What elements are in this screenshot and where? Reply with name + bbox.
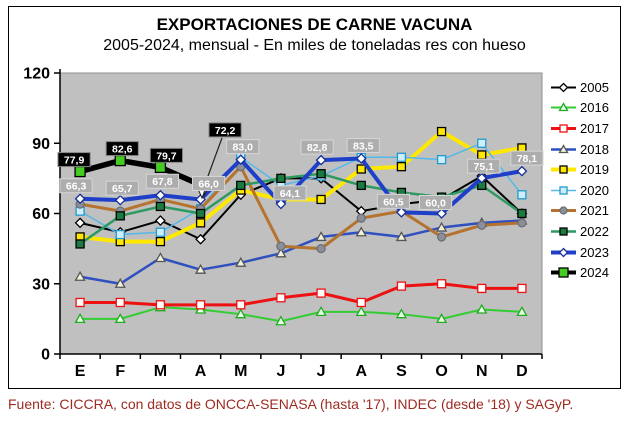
data-label: 83,5 bbox=[353, 140, 374, 152]
legend-item-2022: 2022 bbox=[550, 221, 618, 242]
x-tick-label: E bbox=[75, 363, 86, 380]
legend-marker-icon-2019 bbox=[551, 165, 576, 174]
data-label: 72,2 bbox=[215, 125, 236, 137]
legend-label: 2005 bbox=[580, 79, 609, 95]
legend-label: 2021 bbox=[580, 203, 609, 219]
x-tick-label: N bbox=[476, 363, 488, 380]
legend-marker-icon-2020 bbox=[551, 186, 576, 195]
data-label: 64,1 bbox=[280, 188, 301, 200]
x-tick-label: O bbox=[435, 363, 447, 380]
data-label: 60,5 bbox=[383, 196, 404, 208]
x-tick-label: M bbox=[234, 363, 247, 380]
y-tick-label: 90 bbox=[32, 136, 50, 153]
series-2024-labels: 77,9 82,6 79,7 72,2 bbox=[57, 122, 242, 168]
series-2017 bbox=[75, 279, 527, 310]
data-label: 60,0 bbox=[425, 198, 446, 210]
legend-marker-icon-2017 bbox=[551, 124, 576, 133]
data-label: 79,7 bbox=[156, 150, 177, 162]
series-2023-labels: 66,3 65,7 67,8 66,0 83,0 64,1 82,8 83,5 60,5 60,0… bbox=[59, 137, 544, 210]
x-tick-label: J bbox=[276, 363, 285, 380]
data-label: 78,1 bbox=[517, 153, 538, 165]
legend-item-2019: 2019 bbox=[550, 159, 618, 180]
data-label: 82,6 bbox=[112, 144, 133, 156]
x-tick-label: M bbox=[154, 363, 167, 380]
legend-item-2023: 2023 bbox=[550, 242, 618, 263]
chart-subtitle: 2005-2024, mensual - En miles de tonelad… bbox=[103, 37, 526, 54]
legend: 2005 2016 2017 2018 2019 2020 2021 2022 2023 2024 bbox=[550, 77, 618, 283]
y-tick-label: 60 bbox=[32, 206, 50, 223]
y-tick-label: 0 bbox=[41, 347, 50, 364]
legend-label: 2018 bbox=[580, 141, 609, 157]
data-label: 77,9 bbox=[64, 155, 85, 167]
chart-title: EXPORTACIONES DE CARNE VACUNA bbox=[156, 15, 473, 34]
data-label: 83,0 bbox=[233, 142, 254, 154]
legend-marker-icon-2005 bbox=[551, 82, 576, 93]
x-tick-label: D bbox=[516, 363, 528, 380]
legend-label: 2023 bbox=[580, 244, 609, 260]
data-label: 66,3 bbox=[66, 181, 87, 193]
legend-marker-icon-2024 bbox=[551, 267, 576, 278]
x-tick-label: A bbox=[195, 363, 207, 380]
source-note: Fuente: CICCRA, con datos de ONCCA-SENAS… bbox=[8, 396, 574, 412]
x-tick-label: A bbox=[355, 363, 367, 380]
x-tick-label: F bbox=[115, 363, 125, 380]
legend-label: 2022 bbox=[580, 223, 609, 239]
plot-area: 0 30 60 90 120 E F M A M J J A S O N D 66,3 65,7 67,8 66,0 83… bbox=[23, 66, 544, 380]
data-label: 67,8 bbox=[152, 176, 173, 188]
legend-marker-icon-2018 bbox=[551, 143, 576, 153]
chart-frame: EXPORTACIONES DE CARNE VACUNA 2005-2024,… bbox=[8, 6, 621, 389]
legend-item-2018: 2018 bbox=[550, 139, 618, 160]
y-tick-label: 30 bbox=[32, 276, 50, 293]
legend-item-2024: 2024 bbox=[550, 262, 618, 283]
data-label: 82,8 bbox=[307, 142, 328, 154]
x-tick-label: J bbox=[317, 363, 326, 380]
legend-label: 2020 bbox=[580, 182, 609, 198]
legend-label: 2019 bbox=[580, 162, 609, 178]
legend-marker-icon-2023 bbox=[551, 247, 576, 257]
series-2021 bbox=[75, 162, 527, 254]
legend-marker-icon-2022 bbox=[551, 227, 576, 236]
legend-item-2005: 2005 bbox=[550, 77, 618, 98]
legend-label: 2016 bbox=[580, 100, 609, 116]
legend-label: 2017 bbox=[580, 120, 609, 136]
legend-item-2020: 2020 bbox=[550, 180, 618, 201]
legend-marker-icon-2016 bbox=[551, 102, 576, 112]
data-label: 66,0 bbox=[198, 178, 219, 190]
legend-label: 2024 bbox=[580, 265, 609, 281]
legend-marker-icon-2021 bbox=[551, 206, 576, 216]
legend-item-2016: 2016 bbox=[550, 98, 618, 119]
legend-item-2021: 2021 bbox=[550, 201, 618, 222]
y-tick-label: 120 bbox=[23, 66, 50, 83]
data-label: 65,7 bbox=[112, 183, 133, 195]
x-tick-label: S bbox=[396, 363, 407, 380]
legend-item-2017: 2017 bbox=[550, 118, 618, 139]
plot-background bbox=[59, 72, 543, 355]
data-label: 75,1 bbox=[474, 161, 495, 173]
